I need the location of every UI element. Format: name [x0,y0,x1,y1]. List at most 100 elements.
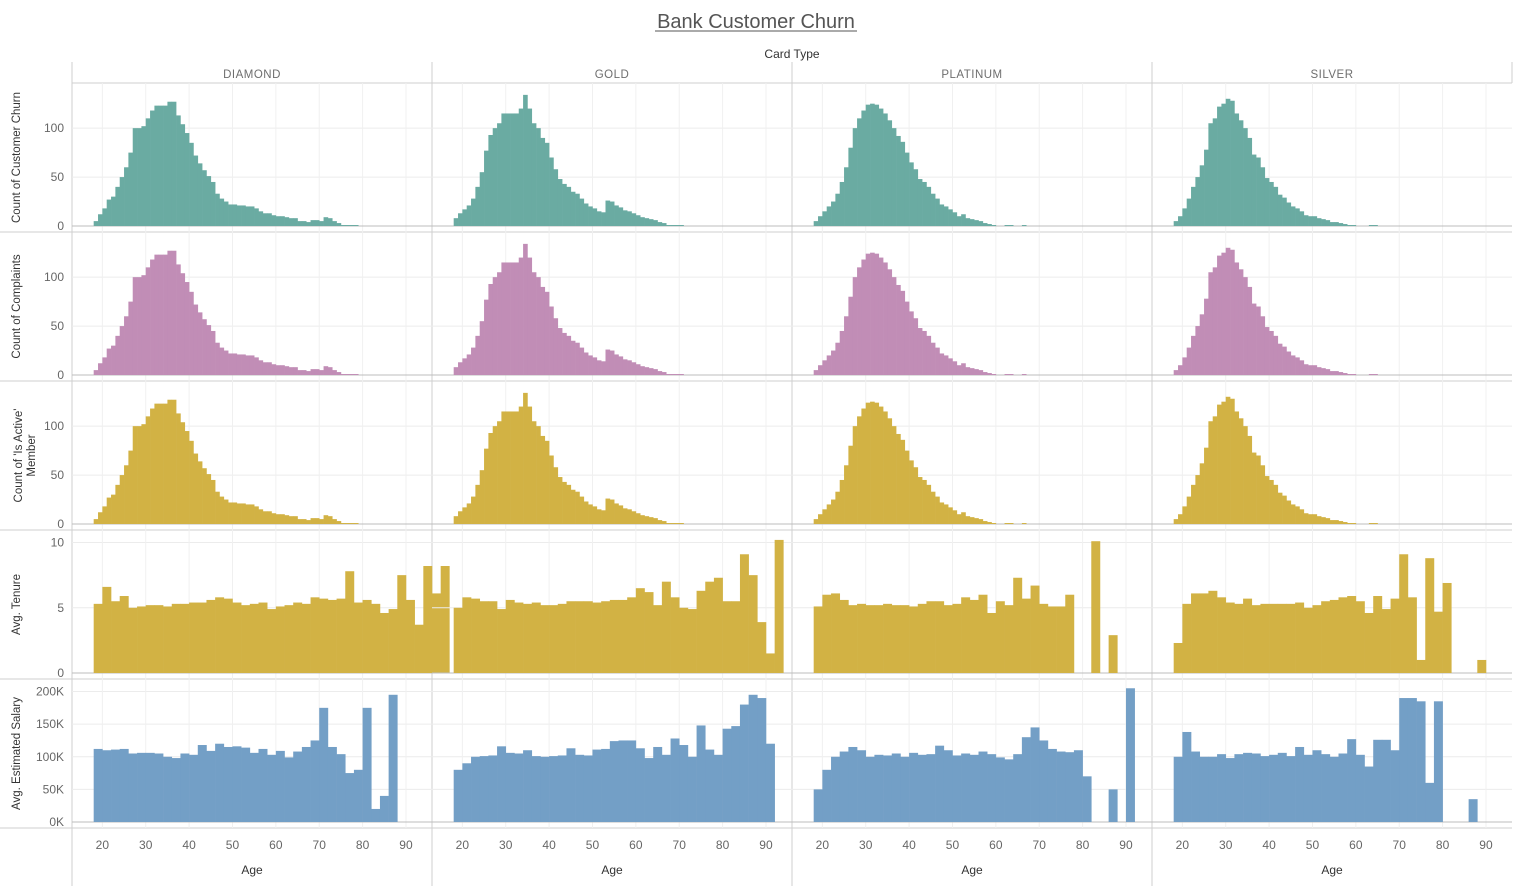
bar-complaints-silver[interactable] [1199,314,1205,375]
bar-active-diamond[interactable] [323,515,329,524]
bar-salary-diamond[interactable] [310,740,320,822]
bar-complaints-gold[interactable] [514,262,520,375]
bar-tenure-gold[interactable] [696,590,706,673]
bar-salary-gold[interactable] [479,756,489,822]
bar-tenure-silver[interactable] [1442,582,1452,673]
bar-complaints-diamond[interactable] [306,371,311,375]
bar-active-diamond[interactable] [306,520,311,524]
bar-salary-platinum[interactable] [865,756,875,822]
bar-active-silver[interactable] [1208,421,1214,524]
bar-tenure-gold[interactable] [531,602,541,673]
bar-complaints-silver[interactable] [1238,269,1244,375]
bar-tenure-silver[interactable] [1260,603,1270,673]
bar-churn-diamond[interactable] [167,101,173,226]
bar-salary-gold[interactable] [765,743,775,822]
bar-churn-gold[interactable] [536,128,541,226]
bar-active-gold[interactable] [501,411,507,524]
bar-churn-gold[interactable] [640,217,645,226]
bar-active-gold[interactable] [553,467,559,524]
bar-salary-silver[interactable] [1173,756,1183,822]
bar-salary-platinum[interactable] [917,754,927,822]
bar-active-gold[interactable] [661,521,667,524]
bar-active-diamond[interactable] [232,502,238,524]
bar-active-diamond[interactable] [128,450,134,524]
bar-tenure-gold[interactable] [575,601,585,673]
bar-tenure-platinum[interactable] [961,597,971,673]
bar-active-silver[interactable] [1342,522,1348,524]
bar-complaints-gold[interactable] [540,286,546,375]
bar-active-gold[interactable] [510,411,515,524]
bar-salary-diamond[interactable] [197,745,207,822]
bar-churn-diamond[interactable] [141,126,147,226]
bar-salary-gold[interactable] [471,756,481,822]
bar-tenure-diamond[interactable] [249,603,259,673]
bar-churn-platinum[interactable] [818,216,823,226]
bar-tenure-platinum[interactable] [1021,598,1031,673]
bar-salary-diamond[interactable] [301,746,311,822]
bar-salary-gold[interactable] [540,756,550,822]
bar-tenure-silver[interactable] [1416,659,1426,673]
bar-churn-diamond[interactable] [288,218,294,226]
bar-active-diamond[interactable] [171,399,177,524]
bar-churn-platinum[interactable] [935,198,940,226]
bar-salary-platinum[interactable] [926,754,936,822]
bar-tenure-diamond[interactable] [345,571,355,673]
bar-complaints-diamond[interactable] [115,335,121,375]
bar-active-platinum[interactable] [818,514,823,524]
bar-salary-platinum[interactable] [848,746,858,822]
bar-salary-platinum[interactable] [831,756,841,822]
bar-salary-gold[interactable] [557,755,567,822]
bar-active-platinum[interactable] [1008,523,1014,524]
bar-complaints-diamond[interactable] [319,370,324,375]
bar-churn-platinum[interactable] [852,128,858,226]
bar-churn-diamond[interactable] [353,225,359,226]
bar-tenure-gold[interactable] [687,609,697,673]
bar-active-platinum[interactable] [917,477,923,524]
bar-salary-diamond[interactable] [284,757,294,822]
bar-active-gold[interactable] [640,515,645,524]
bar-tenure-diamond[interactable] [301,603,311,673]
bar-complaints-platinum[interactable] [852,277,858,375]
bar-tenure-diamond[interactable] [397,575,407,673]
bar-active-silver[interactable] [1238,418,1244,524]
bar-tenure-platinum[interactable] [839,599,849,673]
bar-churn-platinum[interactable] [982,223,988,226]
bar-tenure-gold[interactable] [488,601,498,673]
bar-salary-platinum[interactable] [1013,754,1023,822]
bar-active-diamond[interactable] [319,519,324,524]
bar-churn-gold[interactable] [592,208,598,226]
bar-active-diamond[interactable] [353,523,359,524]
bar-complaints-diamond[interactable] [202,319,207,375]
bar-complaints-gold[interactable] [501,262,507,375]
bar-active-diamond[interactable] [297,519,303,524]
bar-churn-silver[interactable] [1295,208,1300,226]
bar-tenure-silver[interactable] [1364,612,1374,673]
bar-salary-gold[interactable] [731,726,741,822]
bar-tenure-gold[interactable] [479,601,489,673]
bar-churn-gold[interactable] [674,225,680,226]
bar-complaints-diamond[interactable] [249,355,255,375]
bar-salary-gold[interactable] [670,738,680,822]
bar-active-platinum[interactable] [991,523,997,524]
bar-active-gold[interactable] [605,498,611,524]
bar-active-diamond[interactable] [219,496,225,524]
bar-churn-platinum[interactable] [826,206,832,226]
bar-salary-platinum[interactable] [995,757,1005,822]
bar-tenure-diamond[interactable] [440,566,450,673]
bar-tenure-platinum[interactable] [995,601,1005,673]
bar-tenure-diamond[interactable] [171,603,181,673]
bar-churn-gold[interactable] [601,212,606,226]
bar-complaints-gold[interactable] [471,347,476,375]
bar-complaints-gold[interactable] [523,243,528,375]
bar-churn-silver[interactable] [1329,222,1335,226]
bar-active-platinum[interactable] [878,406,884,524]
bar-active-diamond[interactable] [228,502,233,524]
bar-tenure-diamond[interactable] [293,602,303,673]
bar-complaints-platinum[interactable] [1021,374,1027,375]
bar-salary-diamond[interactable] [319,707,329,822]
bar-churn-gold[interactable] [670,225,676,226]
bar-tenure-gold[interactable] [601,601,611,673]
bar-complaints-gold[interactable] [557,328,563,375]
bar-active-platinum[interactable] [857,416,862,524]
bar-tenure-diamond[interactable] [145,605,155,673]
